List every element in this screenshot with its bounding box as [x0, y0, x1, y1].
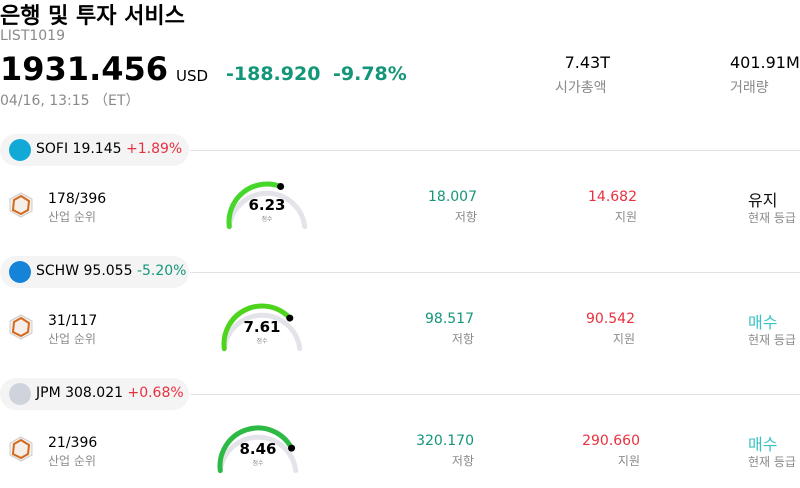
support: 90.542: [586, 311, 635, 327]
score-label: 점수: [256, 338, 268, 345]
support: 14.682: [588, 189, 637, 205]
support: 290.660: [582, 433, 640, 449]
radar: [11, 194, 31, 216]
rank-label: 산업 순위: [48, 332, 96, 346]
gauge: [217, 425, 299, 474]
change: -188.920: [226, 63, 321, 85]
rank-label: 산업 순위: [48, 454, 96, 468]
gauge: [221, 303, 303, 352]
gauge: [226, 181, 308, 230]
price: 1931.456: [0, 50, 169, 88]
radar: [11, 438, 31, 460]
rating: 매수: [748, 435, 778, 454]
change: +1.89%: [126, 141, 183, 157]
score: 8.46: [239, 440, 277, 458]
resistance: 98.517: [425, 311, 474, 327]
support-label: 지원: [612, 332, 635, 346]
resistance-label: 저항: [451, 332, 474, 346]
rating-label: 현재 등급: [748, 333, 796, 347]
code: LIST1019: [0, 28, 65, 44]
rank-icon: [9, 436, 33, 462]
separator: [190, 272, 800, 273]
ticker: SCHW: [36, 263, 80, 279]
change-pct: -9.78%: [333, 63, 407, 85]
support-label: 지원: [617, 454, 640, 468]
ticker: JPM: [36, 385, 61, 401]
rank-label: 산업 순위: [48, 210, 96, 224]
radar: [11, 316, 31, 338]
stat-label: 거래량: [730, 80, 769, 96]
resistance: 18.007: [428, 189, 477, 205]
gauge-dot: [277, 183, 285, 191]
ticker-pill: [0, 256, 189, 288]
change: +0.68%: [127, 385, 184, 401]
ticker-pill: [0, 378, 189, 410]
rank: 31/117: [48, 313, 98, 329]
price: 19.145: [72, 141, 122, 157]
stat-value: 401.91M: [730, 53, 800, 72]
gauge-dot: [288, 444, 296, 452]
price: 308.021: [65, 385, 124, 401]
score-label: 점수: [252, 460, 264, 467]
resistance: 320.170: [416, 433, 474, 449]
gauge-fill: [221, 303, 293, 352]
separator: [190, 150, 800, 151]
gauge-track: [226, 190, 308, 230]
resistance-label: 저항: [451, 454, 474, 468]
gauge-fill: [226, 181, 284, 230]
price: 95.055: [83, 263, 133, 279]
change: -5.20%: [136, 263, 187, 279]
ticker-row: JPM 308.021 +0.68%: [36, 385, 184, 401]
gauge-track: [221, 312, 303, 352]
time: 04/16, 13:15 （ET）: [0, 93, 140, 109]
score-label: 점수: [261, 216, 273, 223]
resistance-label: 저항: [454, 210, 477, 224]
gauge-dot: [286, 314, 294, 322]
support-label: 지원: [614, 210, 637, 224]
rating: 매수: [748, 313, 778, 332]
stat-label: 시가총액: [555, 80, 607, 96]
separator: [190, 394, 800, 395]
score: 6.23: [248, 196, 286, 214]
ticker-row: SCHW 95.055 -5.20%: [36, 263, 186, 279]
ticker-pill: [0, 134, 189, 166]
currency: USD: [176, 67, 209, 85]
logo: [9, 261, 31, 283]
ticker-row: SOFI 19.145 +1.89%: [36, 141, 182, 157]
rank-icon: [9, 192, 33, 218]
rank-icon: [9, 314, 33, 340]
rating-label: 현재 등급: [748, 211, 796, 225]
stat-value: 7.43T: [564, 53, 610, 72]
ticker: SOFI: [36, 141, 69, 157]
rank: 178/396: [48, 191, 107, 207]
rating-label: 현재 등급: [748, 455, 796, 469]
gauge-track: [217, 434, 299, 474]
logo: [9, 139, 31, 161]
logo: [9, 383, 31, 405]
rating: 유지: [748, 191, 778, 210]
gauge-fill: [217, 425, 295, 474]
score: 7.61: [243, 318, 281, 336]
rank: 21/396: [48, 435, 98, 451]
title: 은행 및 투자 서비스: [0, 4, 185, 29]
